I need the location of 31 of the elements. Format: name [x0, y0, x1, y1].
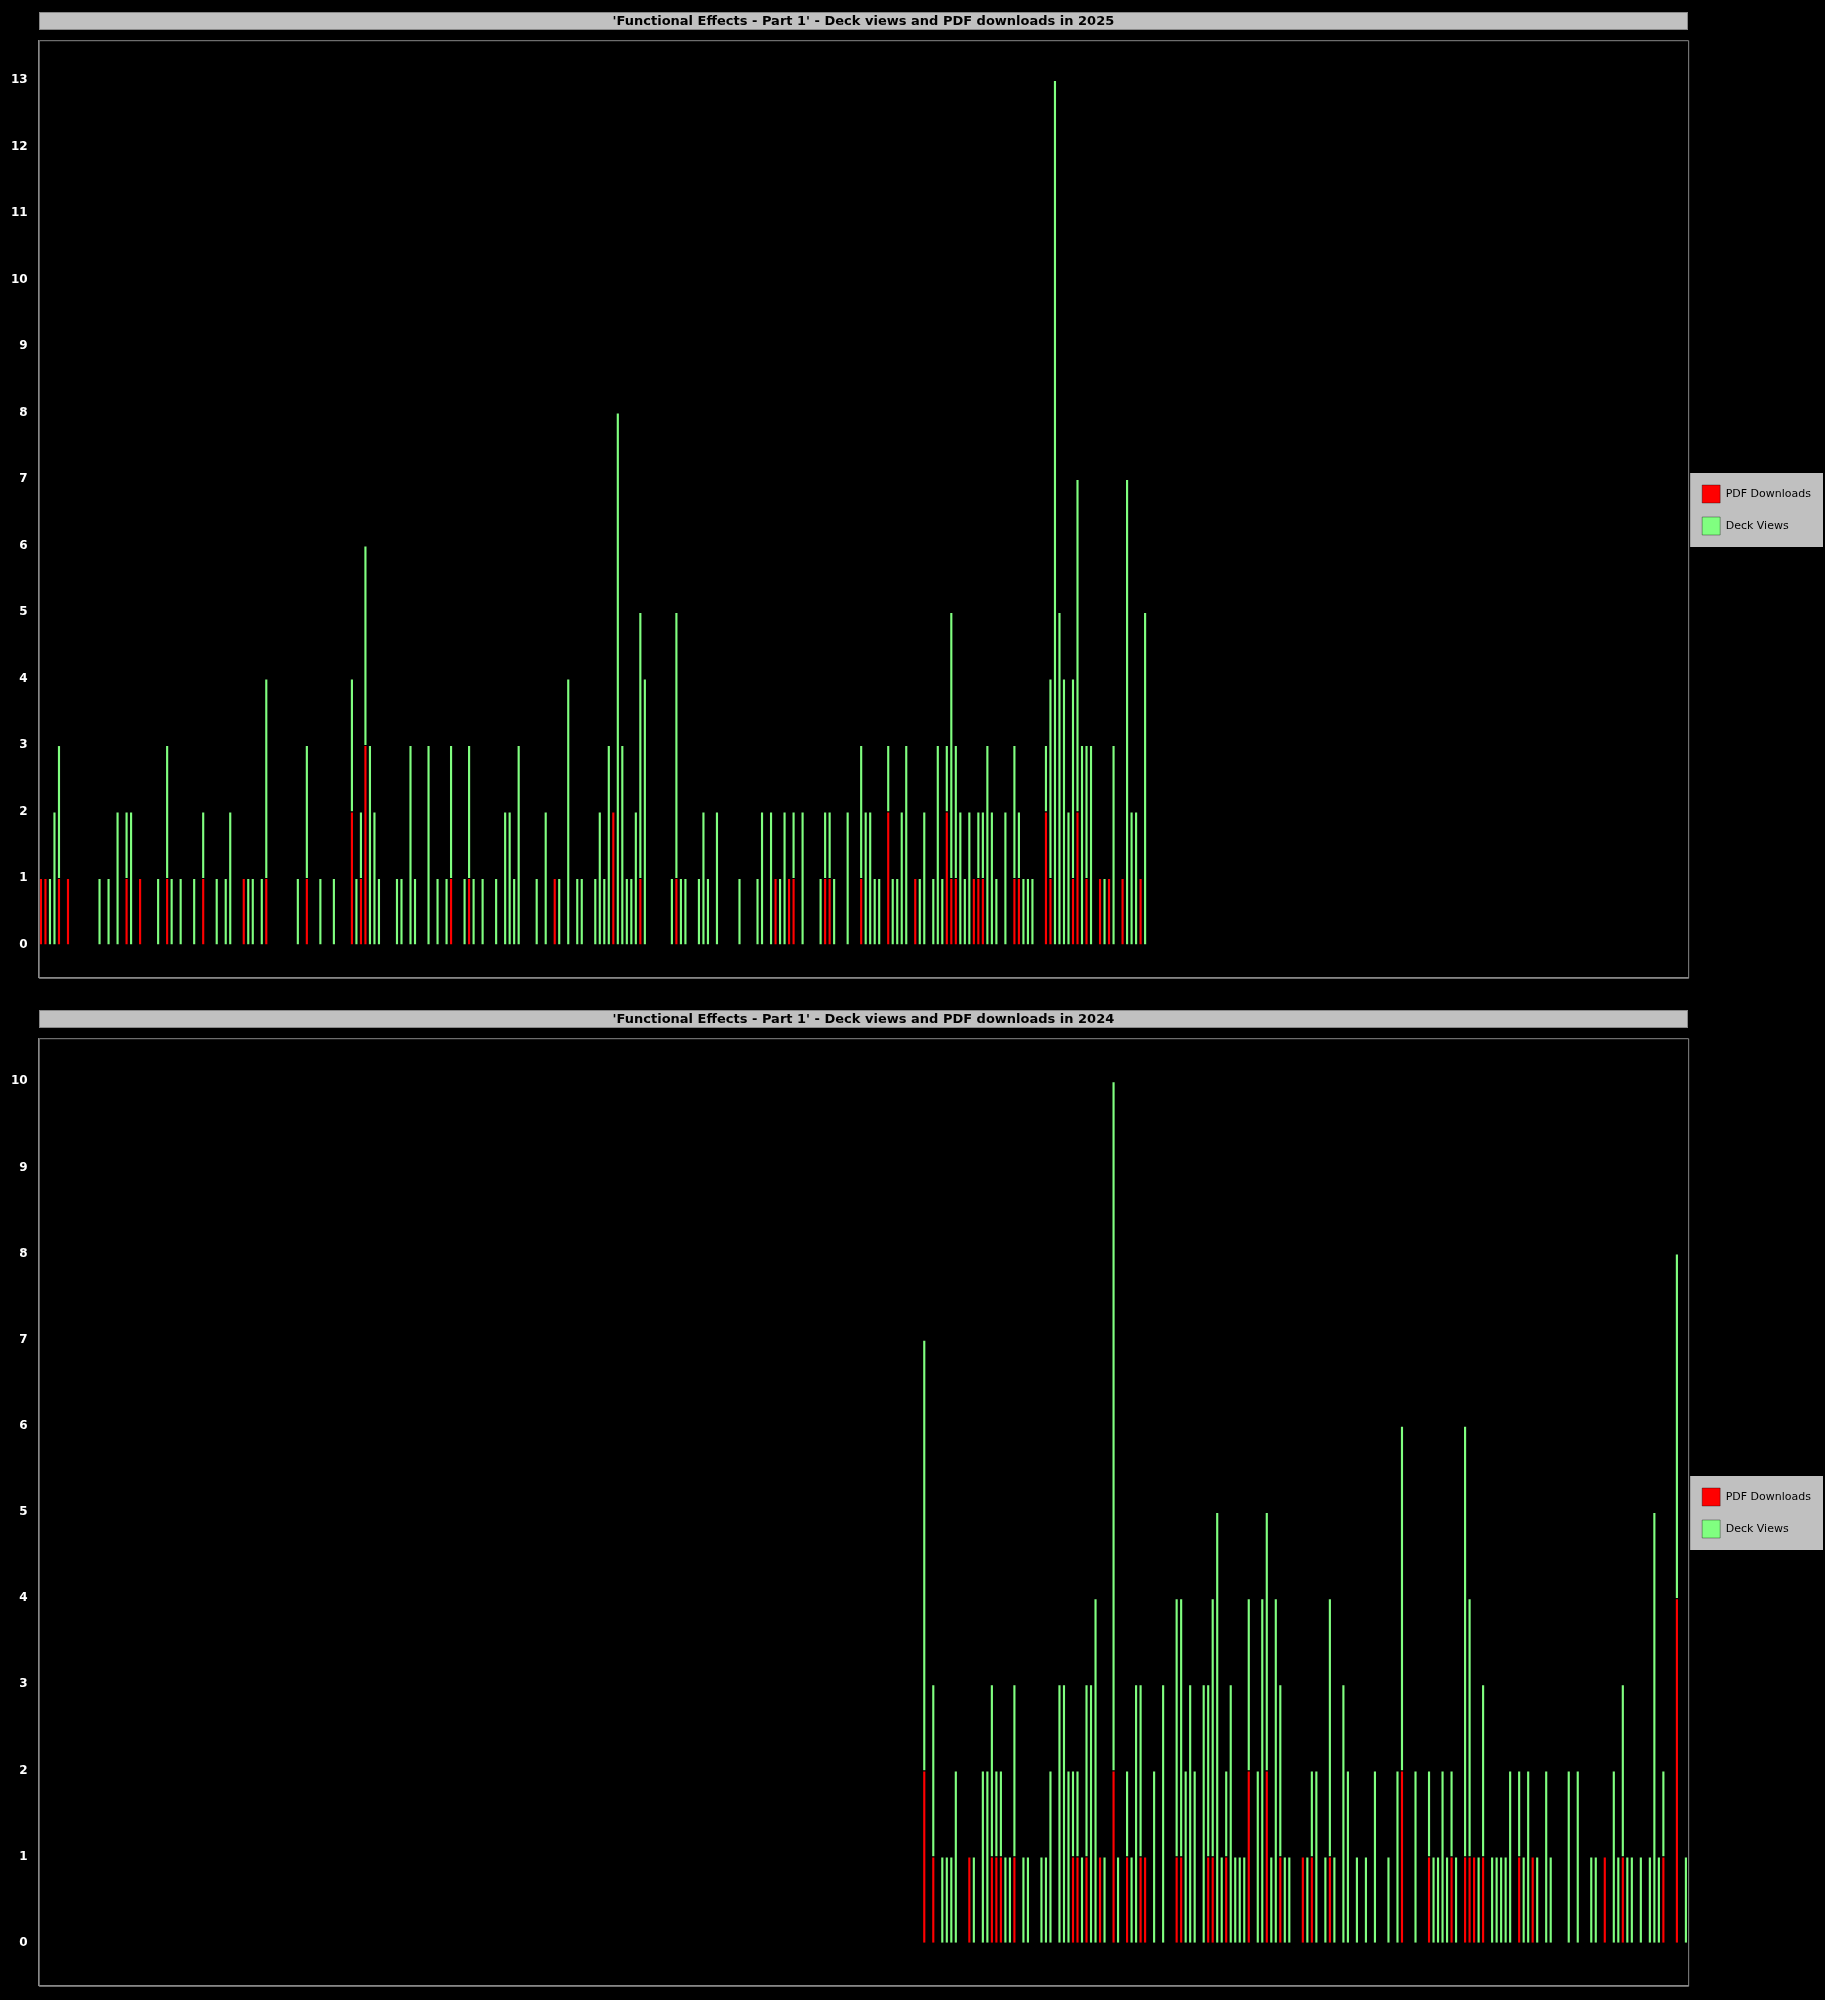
legend-label: PDF Downloads [1725, 486, 1812, 500]
chart-title: 'Functional Effects - Part 1' - Deck views and PDF downloads in 2025 [38, 12, 1689, 30]
y-tick-label: 7 [19, 471, 28, 486]
y-tick-label: 1 [19, 1848, 28, 1863]
y-tick-label: 3 [19, 737, 28, 752]
y-tick-label: 10 [11, 1073, 28, 1088]
y-tick-label: 5 [19, 1504, 28, 1519]
y-tick-label: 9 [19, 1159, 28, 1174]
legend-label: PDF Downloads [1725, 1489, 1812, 1503]
y-tick-label: 4 [19, 670, 28, 685]
y-tick-label: 8 [19, 1245, 28, 1260]
y-tick-label: 9 [19, 338, 28, 353]
y-tick-label: 2 [19, 803, 28, 818]
chart-title: 'Functional Effects - Part 1' - Deck views and PDF downloads in 2024 [38, 1010, 1689, 1028]
y-tick-label: 11 [11, 205, 28, 220]
y-tick-label: 8 [19, 404, 28, 419]
y-tick-label: 1 [19, 870, 28, 885]
y-tick-label: 5 [19, 604, 28, 619]
y-tick-label: 0 [19, 1934, 28, 1949]
y-tick-label: 6 [19, 1417, 28, 1432]
y-tick-label: 3 [19, 1676, 28, 1691]
legend-label: Deck Views [1725, 518, 1789, 532]
y-tick-label: 7 [19, 1331, 28, 1346]
y-tick-label: 12 [11, 138, 28, 153]
y-tick-label: 13 [11, 72, 28, 87]
y-tick-label: 10 [11, 271, 28, 286]
legend-label: Deck Views [1725, 1521, 1789, 1535]
y-tick-label: 2 [19, 1762, 28, 1777]
y-tick-label: 0 [19, 936, 28, 951]
y-tick-label: 4 [19, 1590, 28, 1605]
y-tick-label: 6 [19, 537, 28, 552]
